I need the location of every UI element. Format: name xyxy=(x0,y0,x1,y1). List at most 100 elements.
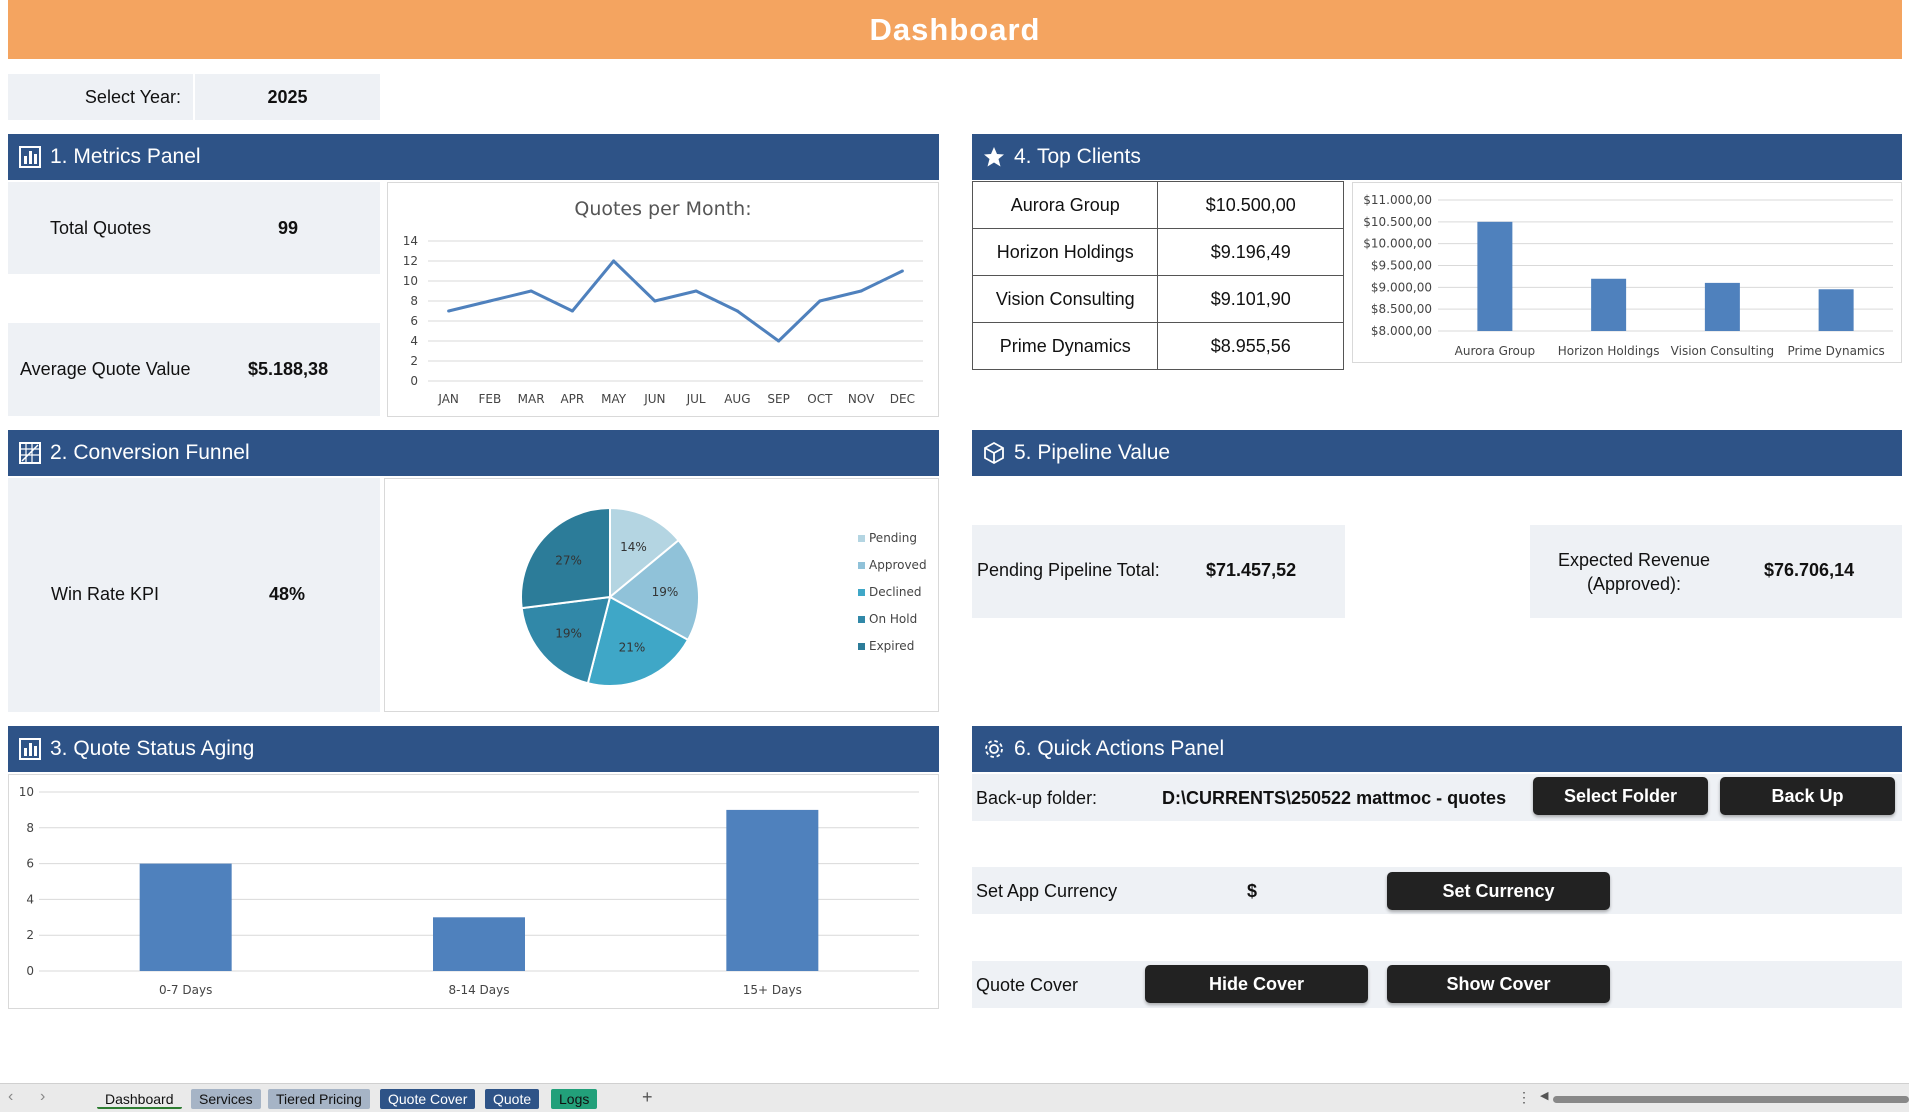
legend-swatch xyxy=(858,589,865,596)
client-name: Horizon Holdings xyxy=(971,228,1159,276)
data-point xyxy=(570,309,574,313)
table-row: Aurora Group $10.500,00 xyxy=(971,181,1344,229)
client-value: $9.101,90 xyxy=(1157,275,1344,323)
table-row: Horizon Holdings $9.196,49 xyxy=(971,228,1344,276)
y-tick-label: 12 xyxy=(403,254,418,268)
select-folder-button[interactable]: Select Folder xyxy=(1533,777,1708,815)
bar xyxy=(433,917,525,971)
data-point xyxy=(818,299,822,303)
y-tick-label: 2 xyxy=(410,354,418,368)
show-cover-button[interactable]: Show Cover xyxy=(1387,965,1610,1003)
pie-chart-svg: 14% 19% 21% 19% 27% Pending Approved Declined On… xyxy=(520,506,927,687)
expected-revenue-label: Expected Revenue (Approved): xyxy=(1544,548,1724,596)
conversion-funnel-header: 2. Conversion Funnel xyxy=(8,430,939,476)
currency-label: Set App Currency xyxy=(976,881,1118,901)
expected-revenue-value: $76.706,14 xyxy=(1764,560,1855,580)
tab-label: Logs xyxy=(559,1091,590,1107)
tab-services[interactable]: Services xyxy=(191,1089,261,1109)
set-currency-button[interactable]: Set Currency xyxy=(1387,872,1610,910)
status-pie-chart: 14% 19% 21% 19% 27% Pending Approved Declined On… xyxy=(384,478,939,712)
y-tick-label: $8.500,00 xyxy=(1371,302,1432,316)
tab-dashboard[interactable]: Dashboard xyxy=(97,1089,182,1109)
tab-quote-cover[interactable]: Quote Cover xyxy=(380,1089,476,1109)
tab-tiered-pricing[interactable]: Tiered Pricing xyxy=(268,1089,370,1109)
hide-cover-button[interactable]: Hide Cover xyxy=(1145,965,1368,1003)
bar xyxy=(1818,289,1854,331)
cube-icon xyxy=(984,441,1004,465)
y-tick-label: $10.500,00 xyxy=(1363,215,1432,229)
x-tick-label: JAN xyxy=(437,392,459,406)
legend-label: On Hold xyxy=(869,612,917,626)
legend-swatch xyxy=(858,643,865,650)
client-value: $9.196,49 xyxy=(1157,228,1344,276)
backup-folder-path: D:\CURRENTS\250522 mattmoc - quotes xyxy=(1162,788,1507,808)
tab-logs[interactable]: Logs xyxy=(551,1089,598,1109)
total-quotes-value: 99 xyxy=(278,218,299,238)
client-value: $8.955,56 xyxy=(1157,322,1344,370)
x-tick-label: JUL xyxy=(686,392,706,406)
add-sheet-icon[interactable]: + xyxy=(642,1087,653,1107)
sheet-tab-bar: ‹ › Dashboard Services Tiered Pricing Qu… xyxy=(0,1083,1909,1112)
avg-quote-card: Average Quote Value $5.188,38 xyxy=(8,323,380,416)
expected-revenue-label-line1: Expected Revenue xyxy=(1557,550,1711,570)
y-tick-label: 10 xyxy=(19,785,34,799)
expected-revenue-label-line2: (Approved): xyxy=(1586,574,1682,594)
tab-quote[interactable]: Quote xyxy=(485,1089,540,1109)
client-name: Prime Dynamics xyxy=(971,322,1159,370)
quotes-per-month-chart: Quotes per Month: 0 2 4 6 8 10 12 14 JAN FEB MAR AP… xyxy=(387,182,939,417)
table-row: Vision Consulting $9.101,90 xyxy=(971,275,1344,323)
year-selector-value[interactable]: 2025 xyxy=(267,86,308,107)
pie-slice xyxy=(520,506,611,610)
line-chart-svg: Quotes per Month: 0 2 4 6 8 10 12 14 JAN FEB MAR AP… xyxy=(403,198,923,406)
win-rate-label: Win Rate KPI xyxy=(51,584,160,604)
scroll-left-arrow-icon[interactable]: ◀ xyxy=(1540,1090,1549,1102)
legend-swatch xyxy=(858,616,865,623)
x-tick-label: Vision Consulting xyxy=(1671,344,1774,358)
star-icon xyxy=(984,147,1004,167)
data-point xyxy=(735,309,739,313)
series-line xyxy=(448,259,904,343)
win-rate-value: 48% xyxy=(269,584,306,604)
x-tick-label: 8-14 Days xyxy=(449,983,510,997)
bar-chart-icon xyxy=(19,146,41,168)
currency-value: $ xyxy=(1247,881,1258,901)
tab-label: Quote xyxy=(493,1091,532,1107)
data-point xyxy=(900,269,904,273)
dashboard-title: Dashboard xyxy=(8,0,1902,59)
quote-aging-title: 3. Quote Status Aging xyxy=(50,737,255,760)
data-point xyxy=(447,309,451,313)
slice-label: 19% xyxy=(652,585,679,599)
horizontal-scrollbar[interactable] xyxy=(1553,1096,1909,1103)
y-tick-label: 0 xyxy=(26,964,34,978)
pie-slice xyxy=(520,595,612,685)
y-tick-label: 4 xyxy=(410,334,418,348)
y-tick-label: $8.000,00 xyxy=(1371,324,1432,338)
x-tick-label: APR xyxy=(560,392,584,406)
back-up-button[interactable]: Back Up xyxy=(1720,777,1895,815)
x-tick-label: SEP xyxy=(767,392,789,406)
scroll-left-icon[interactable]: ‹ xyxy=(8,1088,14,1105)
y-tick-label: 2 xyxy=(26,928,34,942)
more-options-icon[interactable]: ⋮ xyxy=(1517,1089,1531,1105)
y-tick-label: 4 xyxy=(26,892,34,906)
data-point xyxy=(529,289,533,293)
gear-icon xyxy=(985,740,1003,758)
pending-pipeline-card: Pending Pipeline Total: $71.457,52 xyxy=(972,525,1345,618)
y-tick-label: 10 xyxy=(403,274,418,288)
pie-slice xyxy=(608,538,700,642)
data-point xyxy=(488,299,492,303)
top-clients-table: Aurora Group $10.500,00 Horizon Holdings… xyxy=(971,181,1344,370)
x-tick-label: Horizon Holdings xyxy=(1558,344,1660,358)
chart-title: Quotes per Month: xyxy=(574,198,751,220)
x-tick-label: DEC xyxy=(890,392,915,406)
top-clients-header: 4. Top Clients xyxy=(972,134,1902,180)
x-tick-label: FEB xyxy=(479,392,502,406)
client-name: Vision Consulting xyxy=(971,275,1159,323)
client-value: $10.500,00 xyxy=(1157,181,1344,229)
conversion-funnel-title: 2. Conversion Funnel xyxy=(50,441,250,464)
scroll-right-icon[interactable]: › xyxy=(40,1088,46,1105)
year-selector-label-cell: Select Year: xyxy=(8,74,193,120)
tab-label: Tiered Pricing xyxy=(276,1091,362,1107)
y-tick-label: $11.000,00 xyxy=(1363,193,1432,207)
year-selector[interactable]: 2025 xyxy=(195,74,380,120)
